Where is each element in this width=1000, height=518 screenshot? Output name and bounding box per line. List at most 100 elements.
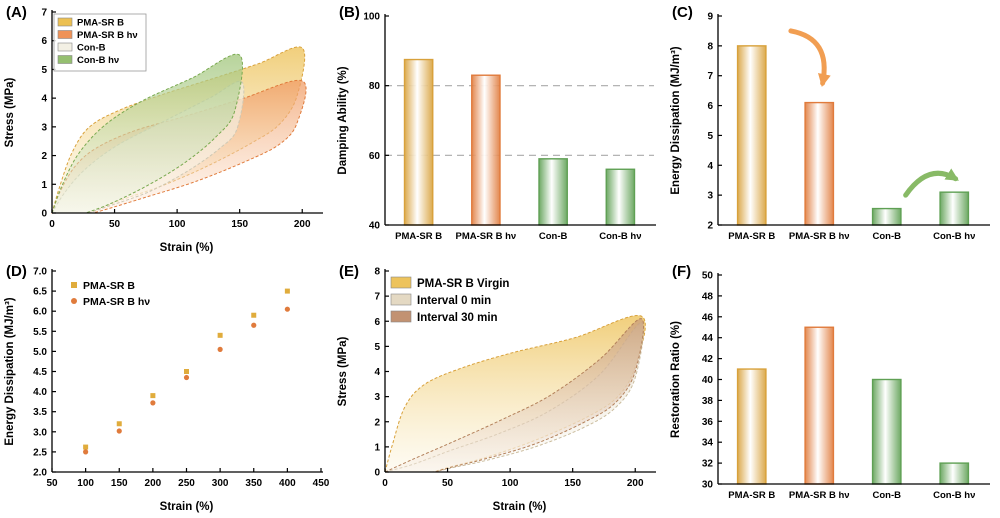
svg-text:Con-B hν: Con-B hν [933,490,975,501]
panel-B: (B) PMA-SR B PMA-SR B hν Con-B Con-B hν 40 60… [333,0,666,259]
svg-text:450: 450 [313,478,330,489]
svg-text:4: 4 [41,94,47,105]
svg-text:8: 8 [374,267,380,278]
svg-text:1: 1 [374,442,380,453]
svg-text:2: 2 [41,151,47,162]
panel-A: (A) 0 1 2 3 4 5 6 7 0 50 100 150 200 Strain (%) Stress… [0,0,333,259]
svg-text:7.0: 7.0 [33,267,47,278]
svg-text:150: 150 [111,478,128,489]
svg-text:Damping Ability (%): Damping Ability (%) [337,66,349,174]
svg-text:Con-B hν: Con-B hν [599,231,641,242]
svg-text:PMA-SR B: PMA-SR B [728,231,775,242]
svg-text:1: 1 [41,180,47,191]
svg-text:30: 30 [702,480,714,491]
svg-text:5.0: 5.0 [33,347,47,358]
svg-text:42: 42 [702,354,714,365]
chart-energy-dissipation-bars: PMA-SR B PMA-SR B hν Con-B Con-B hν 2 3 4 5 6 7 8 9… [666,0,1000,259]
svg-text:PMA-SR B hν: PMA-SR B hν [83,296,150,308]
chart-svg-D: 2.0 2.5 3.0 3.5 4.0 4.5 5.0 5.5 6.0 6.5 7.0 50 100 15… [4,267,330,514]
panel-E: (E) 0 1 2 3 4 5 6 7 8 0 50 100 150 200 Strain (%) Stres… [333,259,666,518]
svg-text:8: 8 [707,41,713,52]
svg-text:Con-B: Con-B [77,43,106,54]
panel-C: (C) PMA-SR B PMA-SR B hν Con-B Con-B hν 2 3 4 5… [666,0,1000,259]
chart-svg-F: PMA-SR B PMA-SR B hν Con-B Con-B hν 30 32 34 36… [670,271,990,501]
svg-text:Con-B: Con-B [873,231,902,242]
svg-text:3: 3 [41,122,47,133]
svg-text:0: 0 [374,468,380,479]
svg-text:250: 250 [178,478,195,489]
svg-text:100: 100 [502,478,519,489]
svg-text:34: 34 [702,438,714,449]
svg-text:350: 350 [245,478,262,489]
svg-text:Con-B hν: Con-B hν [933,231,975,242]
chart-svg-C: PMA-SR B PMA-SR B hν Con-B Con-B hν 2 3 4 5 6 7 8 9… [670,12,990,242]
svg-text:Stress (MPa): Stress (MPa) [4,78,16,148]
svg-text:300: 300 [212,478,229,489]
svg-text:200: 200 [145,478,162,489]
panel-F: (F) PMA-SR B PMA-SR B hν Con-B Con-B hν 30 32… [666,259,1000,518]
svg-text:46: 46 [702,312,714,323]
chart-energy-dissipation-scatter: 2.0 2.5 3.0 3.5 4.0 4.5 5.0 5.5 6.0 6.5 7.0 50 100 15… [0,259,333,518]
svg-text:6: 6 [374,317,380,328]
panel-label-D: (D) [6,263,27,280]
chart-stress-strain-intervals: 0 1 2 3 4 5 6 7 8 0 50 100 150 200 Strain (%) Stress (M… [333,259,666,518]
svg-text:Strain (%): Strain (%) [160,242,214,254]
svg-text:100: 100 [363,12,380,23]
svg-text:Con-B hν: Con-B hν [77,55,119,66]
svg-text:32: 32 [702,459,714,470]
svg-text:PMA-SR B: PMA-SR B [395,231,442,242]
svg-text:Strain (%): Strain (%) [493,501,547,513]
svg-text:2: 2 [707,221,713,232]
svg-text:Energy Dissipation (MJ/m³): Energy Dissipation (MJ/m³) [670,46,682,194]
svg-text:7: 7 [41,8,47,19]
svg-text:0: 0 [49,219,55,230]
panel-D: (D) 2.0 2.5 3.0 3.5 4.0 4.5 5.0 5.5 6.0 6.5 7.0 50 1… [0,259,333,518]
svg-text:50: 50 [109,219,121,230]
svg-text:PMA-SR B: PMA-SR B [77,18,124,29]
svg-text:Strain (%): Strain (%) [160,501,214,513]
svg-text:100: 100 [77,478,94,489]
svg-text:6.5: 6.5 [33,287,47,298]
svg-text:50: 50 [702,271,714,282]
svg-text:44: 44 [702,333,714,344]
svg-text:PMA-SR B hν: PMA-SR B hν [789,490,850,501]
svg-text:200: 200 [627,478,644,489]
svg-text:3: 3 [707,191,713,202]
svg-text:9: 9 [707,12,713,23]
svg-text:200: 200 [294,219,311,230]
svg-text:40: 40 [369,221,381,232]
chart-svg-A: 0 1 2 3 4 5 6 7 0 50 100 150 200 Strain (%) Stress (MP… [4,8,323,254]
svg-text:Stress (MPa): Stress (MPa) [337,337,349,407]
svg-text:100: 100 [169,219,186,230]
svg-text:PMA-SR B Virgin: PMA-SR B Virgin [417,278,509,290]
svg-text:2: 2 [374,417,380,428]
panel-label-B: (B) [339,4,360,21]
svg-text:5: 5 [374,342,380,353]
chart-damping-ability: PMA-SR B PMA-SR B hν Con-B Con-B hν 40 60 80 10… [333,0,666,259]
svg-text:150: 150 [564,478,581,489]
svg-text:Restoration Ratio (%): Restoration Ratio (%) [670,321,682,438]
svg-text:PMA-SR B: PMA-SR B [728,490,775,501]
svg-text:6: 6 [41,36,47,47]
svg-text:60: 60 [369,151,381,162]
svg-text:6: 6 [707,101,713,112]
svg-text:PMA-SR B: PMA-SR B [83,280,135,292]
svg-text:3.5: 3.5 [33,407,47,418]
svg-text:5.5: 5.5 [33,327,47,338]
svg-text:3: 3 [374,392,380,403]
svg-text:Energy Dissipation (MJ/m³): Energy Dissipation (MJ/m³) [4,297,16,445]
panel-label-F: (F) [672,263,692,280]
svg-text:7: 7 [374,292,380,303]
chart-stress-strain-comparison: 0 1 2 3 4 5 6 7 0 50 100 150 200 Strain (%) Stress (MP… [0,0,333,259]
panel-label-E: (E) [339,263,359,280]
svg-text:5: 5 [41,65,47,76]
svg-text:50: 50 [46,478,58,489]
svg-text:PMA-SR B hν: PMA-SR B hν [456,231,517,242]
svg-text:4: 4 [374,367,380,378]
svg-text:150: 150 [231,219,248,230]
svg-text:50: 50 [442,478,454,489]
svg-text:36: 36 [702,417,714,428]
svg-text:PMA-SR B hν: PMA-SR B hν [77,30,138,41]
svg-text:80: 80 [369,81,381,92]
